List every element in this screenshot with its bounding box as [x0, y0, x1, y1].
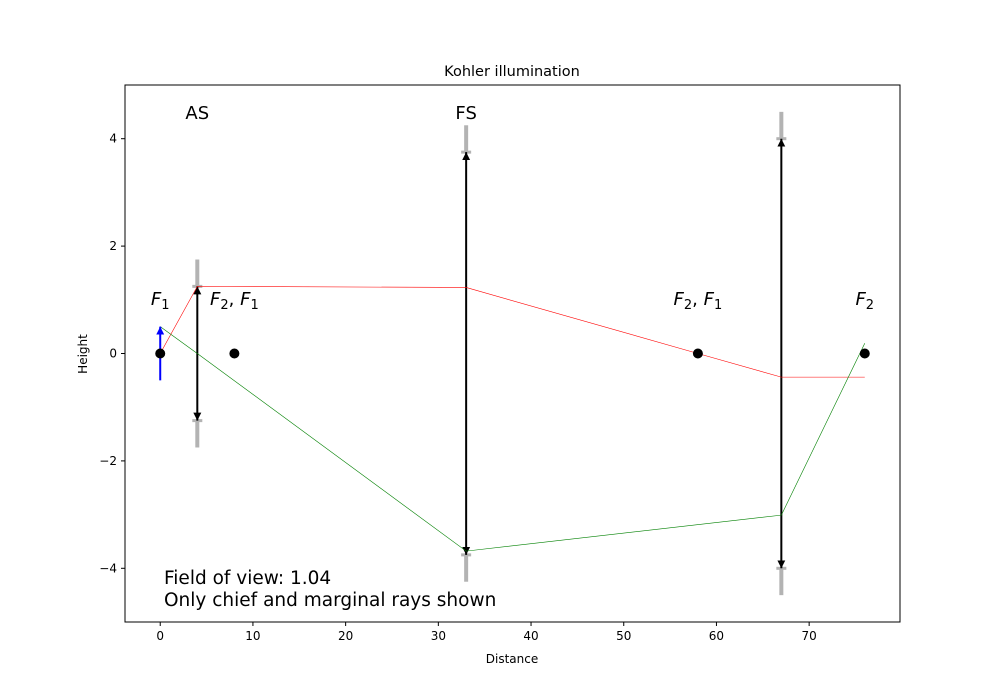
label-text: F [210, 289, 221, 310]
x-tick-label: 20 [338, 629, 353, 643]
focal-point-label: F2 [855, 289, 874, 313]
y-axis-label: Height [76, 334, 90, 374]
x-axis-label: Distance [486, 652, 538, 666]
focal-point [692, 348, 703, 359]
label-text: F [240, 289, 251, 310]
label-subscript: 2 [684, 298, 692, 313]
label-text: F [151, 289, 162, 310]
label-text: F [674, 289, 685, 310]
x-tick-label: 40 [523, 629, 538, 643]
y-tick-label: 2 [109, 239, 117, 253]
focal-point-label: F2, F1 [674, 289, 723, 313]
focal-point [859, 348, 870, 359]
label-text: , [229, 289, 240, 310]
label-subscript: 1 [714, 298, 722, 313]
y-tick-label: 0 [109, 347, 117, 361]
axes-frame [124, 84, 901, 623]
x-tick-label: 0 [156, 629, 164, 643]
label-text: F [855, 289, 866, 310]
annotation-fov: Field of view: 1.04 [164, 568, 331, 589]
focal-point [229, 348, 240, 359]
x-tick-label: 30 [431, 629, 446, 643]
focal-point-label: F1 [151, 289, 170, 313]
lens-label: FS [455, 103, 476, 124]
label-text: , [692, 289, 703, 310]
label-subscript: 1 [250, 298, 258, 313]
annotation-rays: Only chief and marginal rays shown [164, 590, 496, 611]
label-text: F [704, 289, 715, 310]
focal-point [155, 348, 166, 359]
label-subscript: 2 [866, 298, 874, 313]
annotations: Field of view: 1.04 Only chief and margi… [164, 568, 496, 611]
chief-ray [160, 326, 866, 552]
x-tick-label: 50 [616, 629, 631, 643]
y-tick-label: 4 [109, 132, 117, 146]
label-subscript: 1 [161, 298, 169, 313]
label-subscript: 2 [220, 298, 228, 313]
y-tick-label: −4 [99, 561, 117, 575]
x-tick-label: 10 [245, 629, 260, 643]
focal-point-label: F2, F1 [210, 289, 259, 313]
y-tick-label: −2 [99, 454, 117, 468]
x-tick-label: 70 [802, 629, 817, 643]
x-tick-label: 60 [709, 629, 724, 643]
marginal-ray [159, 286, 865, 378]
chart-title: Kohler illumination [444, 64, 580, 80]
lens-label: AS [185, 103, 209, 124]
